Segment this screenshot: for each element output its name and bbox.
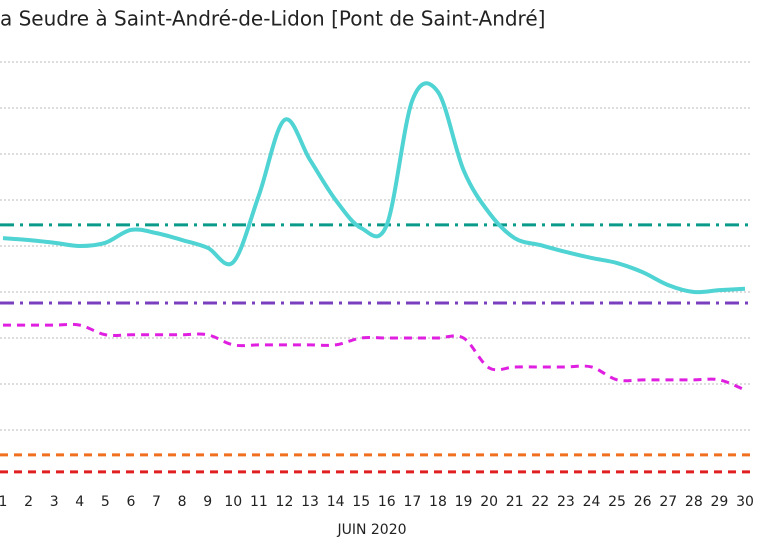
x-tick-label: 24 bbox=[583, 494, 601, 510]
x-tick-label: 25 bbox=[608, 494, 626, 510]
x-tick-label: 12 bbox=[276, 494, 294, 510]
x-tick-label: 18 bbox=[429, 494, 447, 510]
x-axis-label: JUIN 2020 bbox=[336, 522, 406, 538]
x-tick-label: 8 bbox=[178, 494, 187, 510]
x-tick-label: 15 bbox=[352, 494, 370, 510]
x-tick-label: 23 bbox=[557, 494, 575, 510]
x-tick-label: 4 bbox=[75, 494, 84, 510]
x-tick-label: 29 bbox=[710, 494, 728, 510]
x-tick-label: 1 bbox=[0, 494, 7, 510]
x-tick-label: 3 bbox=[50, 494, 59, 510]
x-tick-label: 20 bbox=[480, 494, 498, 510]
x-tick-label: 28 bbox=[685, 494, 703, 510]
x-tick-label: 17 bbox=[403, 494, 421, 510]
x-tick-label: 30 bbox=[736, 494, 754, 510]
x-tick-label: 9 bbox=[203, 494, 212, 510]
chart-title: a Seudre à Saint-André-de-Lidon [Pont de… bbox=[0, 7, 545, 31]
series-line bbox=[2, 322, 746, 392]
x-tick-label: 7 bbox=[152, 494, 161, 510]
x-tick-label: 22 bbox=[531, 494, 549, 510]
x-tick-label: 26 bbox=[634, 494, 652, 510]
x-tick-label: 14 bbox=[327, 494, 345, 510]
x-tick-label: 6 bbox=[126, 494, 135, 510]
x-tick-label: 13 bbox=[301, 494, 319, 510]
x-tick-label: 16 bbox=[378, 494, 396, 510]
x-tick-label: 27 bbox=[659, 494, 677, 510]
x-tick-label: 21 bbox=[506, 494, 524, 510]
x-tick-label: 5 bbox=[101, 494, 110, 510]
x-tick-label: 19 bbox=[455, 494, 473, 510]
series-line bbox=[2, 81, 746, 295]
x-tick-label: 2 bbox=[24, 494, 33, 510]
x-tick-label: 10 bbox=[224, 494, 242, 510]
x-tick-label: 11 bbox=[250, 494, 268, 510]
